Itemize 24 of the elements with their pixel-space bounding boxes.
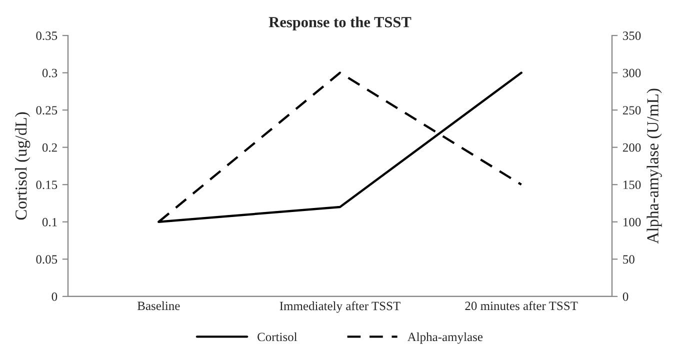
x-tick-label: Immediately after TSST bbox=[280, 301, 400, 313]
y2-tick-label: 100 bbox=[624, 218, 641, 226]
y-tick-label: 0.35 bbox=[36, 32, 58, 40]
y-tick-label: 0.1 bbox=[42, 218, 57, 226]
y2-tick-label: 200 bbox=[622, 143, 641, 152]
y2-tick-label: 50 bbox=[623, 255, 634, 264]
y2-tick-label: 350 bbox=[623, 32, 641, 40]
y2-axis-title: Alpha-amylase (U/mL) bbox=[646, 88, 662, 244]
x-tick-label: 20 minutes after TSST bbox=[465, 301, 578, 310]
x-tick-label: Baseline bbox=[138, 301, 180, 310]
legend-label: Alpha-amylase bbox=[407, 332, 483, 344]
y-axis-title: Cortisol (ug/dL) bbox=[14, 112, 30, 220]
y2-tick-label: 150 bbox=[624, 180, 641, 190]
y-tick-label: 0.25 bbox=[36, 106, 58, 115]
y-tick-label: 0.3 bbox=[42, 68, 58, 78]
y-tick-label: 0.05 bbox=[36, 255, 58, 264]
chart-title: Response to the TSST bbox=[268, 16, 412, 30]
y-tick-label: 0.15 bbox=[36, 180, 58, 190]
y2-tick-label: 250 bbox=[622, 106, 641, 115]
y-tick-label: 0 bbox=[52, 292, 58, 301]
y2-tick-label: 300 bbox=[623, 68, 641, 78]
y-tick-label: 0.2 bbox=[42, 143, 57, 152]
y2-tick-label: 0 bbox=[622, 292, 628, 301]
legend-label: Cortisol bbox=[258, 332, 298, 342]
